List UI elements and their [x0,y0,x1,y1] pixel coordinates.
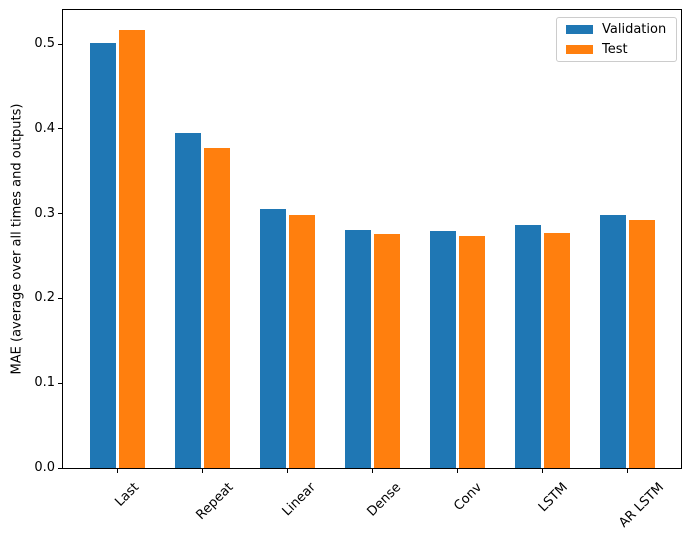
legend-item-test: Test [566,42,667,57]
y-tick-label: 0.4 [34,120,55,136]
y-axis-label: MAE (average over all times and outputs) [9,103,25,375]
x-tick-mark [542,469,543,473]
bar-test-dense [374,233,400,468]
y-tick-mark [58,382,62,384]
plot-area: 0.0 0.1 0.2 0.3 0.4 0.5 Last Repeat Linear Dense C… [34,9,682,531]
bar-test-lstm [544,233,570,468]
x-tick-mark [287,469,288,473]
bar-validation-linear [260,208,286,468]
x-tick-mark [372,469,373,473]
bar-test-last [119,30,145,468]
y-tick-label: 0.0 [34,460,55,475]
y-tick-label: 0.2 [34,290,55,306]
x-tick-mark [117,469,118,473]
bar-test-repeat [204,148,230,468]
x-tick-label-lstm: LSTM [535,480,571,516]
x-tick-mark [457,469,458,473]
y-tick-mark [58,43,62,45]
y-tick-label: 0.3 [34,205,55,221]
x-tick-label-last: Last [111,480,142,510]
y-tick-mark [58,128,62,130]
bar-test-linear [289,215,315,468]
x-tick-label-ar-lstm: AR LSTM [615,480,667,531]
legend: Validation Test [556,17,677,62]
y-tick-label: 0.5 [34,36,55,51]
bar-validation-dense [345,229,371,468]
bar-test-ar-lstm [629,220,655,468]
bar-validation-last [90,43,116,468]
y-tick-label: 0.1 [34,375,55,391]
legend-label-validation: Validation [602,22,667,38]
y-tick-mark [58,297,62,299]
bar-validation-lstm [515,225,541,468]
x-tick-mark [627,469,628,473]
x-tick-label-repeat: Repeat [193,480,236,523]
y-tick-mark [58,467,62,469]
x-tick-label-dense: Dense [364,480,404,520]
bar-validation-ar-lstm [600,215,626,468]
legend-swatch-test [566,44,593,54]
bar-validation-conv [430,230,456,468]
x-tick-label-conv: Conv [450,480,485,514]
legend-swatch-validation [566,25,593,35]
legend-item-validation: Validation [566,22,667,37]
y-tick-mark [58,213,62,215]
bar-validation-repeat [175,133,201,468]
legend-label-test: Test [602,41,628,57]
x-tick-label-linear: Linear [279,480,319,520]
bar-test-conv [459,235,485,468]
x-tick-mark [202,469,203,473]
